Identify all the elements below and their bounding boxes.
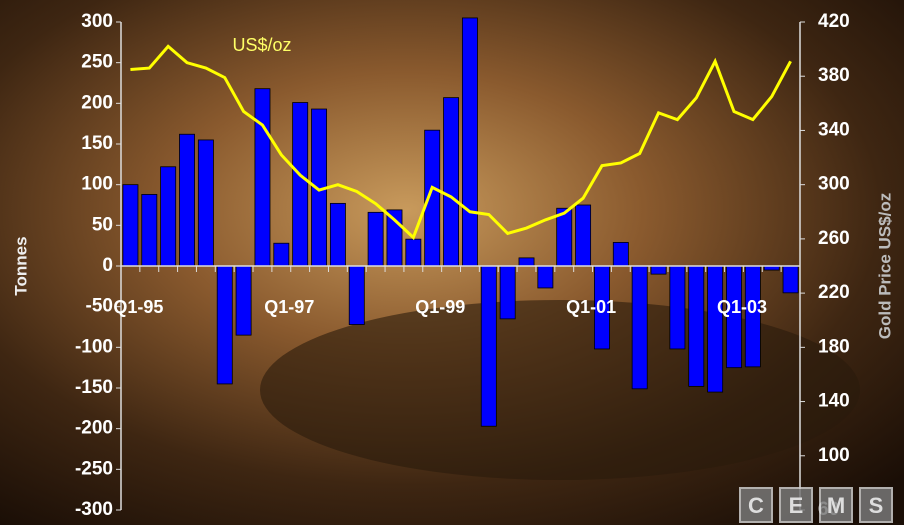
bar xyxy=(348,265,365,325)
annotation: US$/oz xyxy=(232,35,291,55)
x-tick-label: Q1-03 xyxy=(717,297,767,317)
bar xyxy=(688,265,705,387)
bar xyxy=(461,17,478,267)
logo-letter: E xyxy=(789,493,804,518)
bar xyxy=(612,242,629,267)
bar xyxy=(499,265,516,320)
price-line xyxy=(130,44,792,241)
y-tick-label: -50 xyxy=(86,296,113,317)
bar xyxy=(480,265,497,427)
logo-box xyxy=(859,487,893,523)
bar xyxy=(197,139,214,267)
bar xyxy=(235,265,252,336)
y2-tick-label: 300 xyxy=(818,174,850,195)
y2-tick-label: 100 xyxy=(818,445,850,466)
y-tick-label: 50 xyxy=(92,214,113,235)
bar xyxy=(707,265,724,393)
bar xyxy=(254,88,271,267)
y-tick-label: 100 xyxy=(81,174,113,195)
bar xyxy=(405,238,422,267)
y-tick-label: 200 xyxy=(81,92,113,113)
bar xyxy=(443,97,460,267)
y2-tick-label: 380 xyxy=(818,65,850,86)
y-tick-label: -250 xyxy=(75,458,113,479)
bar xyxy=(556,207,573,267)
logo-box xyxy=(739,487,773,523)
x-tick-label: Q1-95 xyxy=(113,297,163,317)
logo-letter: S xyxy=(869,493,884,518)
y2-tick-label: 180 xyxy=(818,336,850,357)
bar xyxy=(122,184,139,267)
y-tick-label: 250 xyxy=(81,52,113,73)
bar xyxy=(160,166,177,267)
bar xyxy=(216,265,233,385)
painting-shadow xyxy=(260,300,860,480)
y2-tick-label: 220 xyxy=(818,282,850,303)
logo-box xyxy=(779,487,813,523)
y-tick-label: 0 xyxy=(102,255,113,276)
logo-box xyxy=(819,487,853,523)
y2-tick-label: 260 xyxy=(818,228,850,249)
x-tick-label: Q1-01 xyxy=(566,297,616,317)
x-tick-label: Q1-99 xyxy=(415,297,465,317)
bar xyxy=(726,265,742,369)
x-tick-label: Q1-97 xyxy=(264,297,314,317)
bar xyxy=(669,265,686,350)
bar xyxy=(537,265,554,289)
y-tick-label: -200 xyxy=(75,418,113,439)
bar xyxy=(650,265,667,275)
bar xyxy=(141,194,158,267)
bar xyxy=(367,211,384,267)
bar xyxy=(329,202,346,267)
bar xyxy=(292,102,309,267)
y2-tick-label: 140 xyxy=(818,391,850,412)
y-tick-label: -100 xyxy=(75,336,113,357)
bar xyxy=(782,265,799,294)
bar xyxy=(575,204,592,267)
y2-tick-label: 420 xyxy=(818,11,850,32)
bar xyxy=(273,242,290,267)
y-axis-title: Tonnes xyxy=(11,236,30,295)
y2-tick-label: 340 xyxy=(818,119,850,140)
bar xyxy=(179,133,195,267)
y-tick-label: 150 xyxy=(81,133,113,154)
logo-letter: C xyxy=(748,493,764,518)
bar xyxy=(518,257,535,267)
logo-letter: M xyxy=(827,493,845,518)
bar xyxy=(631,265,648,390)
y2-axis-title: Gold Price US$/oz xyxy=(875,193,894,339)
y-tick-label: -300 xyxy=(75,499,113,520)
y-tick-label: -150 xyxy=(75,377,113,398)
y-tick-label: 300 xyxy=(81,11,113,32)
